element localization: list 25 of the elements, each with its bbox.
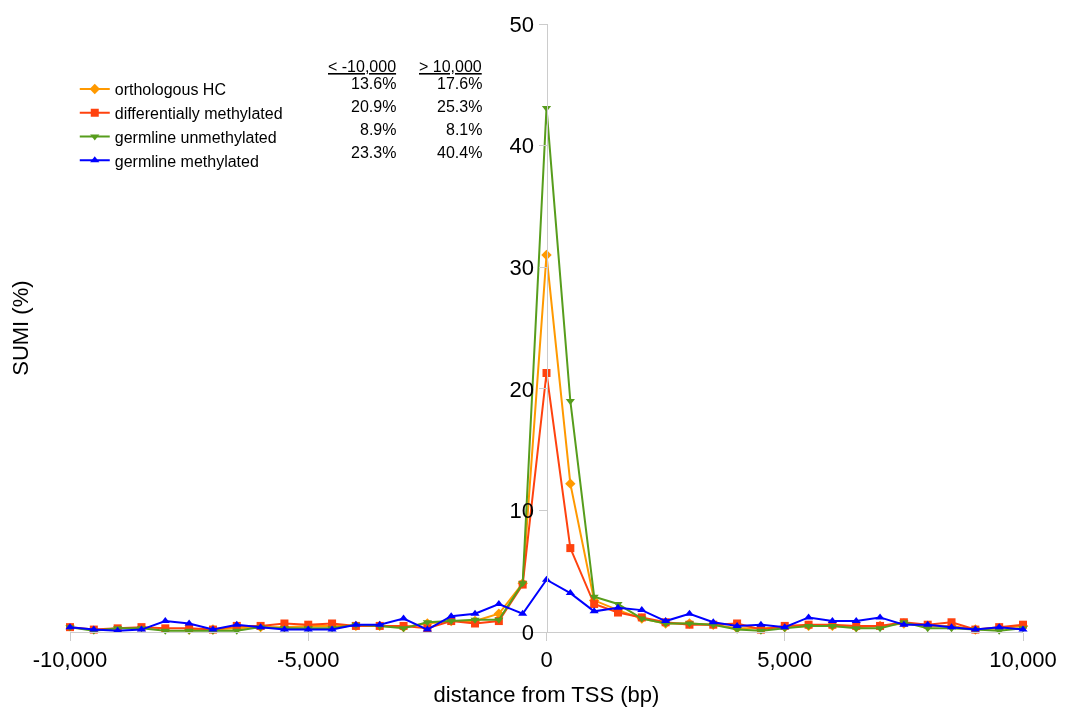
y-tick-label: 30 — [509, 254, 535, 280]
x-tick-label: 10,000 — [989, 647, 1057, 673]
annotation: 20.9% — [351, 98, 397, 115]
legend-label: differentially methylated — [114, 104, 283, 122]
legend-label: germline unmethylated — [114, 128, 277, 146]
annotation: 8.1% — [446, 121, 483, 138]
annotation: 40.4% — [437, 144, 483, 161]
annotation: 8.9% — [360, 121, 397, 138]
y-axis-title: SUMI (%) — [7, 280, 33, 376]
y-tick-label: 0 — [521, 619, 535, 645]
x-tick-label: 0 — [540, 647, 553, 673]
legend-label: germline methylated — [114, 152, 259, 170]
annotation: < -10,000 — [328, 58, 397, 75]
x-tick-label: 5,000 — [757, 647, 813, 673]
y-tick-label: 50 — [509, 11, 535, 37]
annotation: 13.6% — [351, 75, 397, 92]
x-axis-title: distance from TSS (bp) — [433, 682, 660, 708]
annotation: 23.3% — [351, 144, 397, 161]
annotation: 25.3% — [437, 98, 483, 115]
annotation: > 10,000 — [419, 58, 482, 75]
annotation: 17.6% — [437, 75, 483, 92]
x-tick-label: -10,000 — [32, 647, 108, 673]
legend-label: orthologous HC — [114, 81, 226, 99]
x-tick-label: -5,000 — [277, 647, 340, 673]
y-tick-label: 40 — [509, 133, 535, 159]
